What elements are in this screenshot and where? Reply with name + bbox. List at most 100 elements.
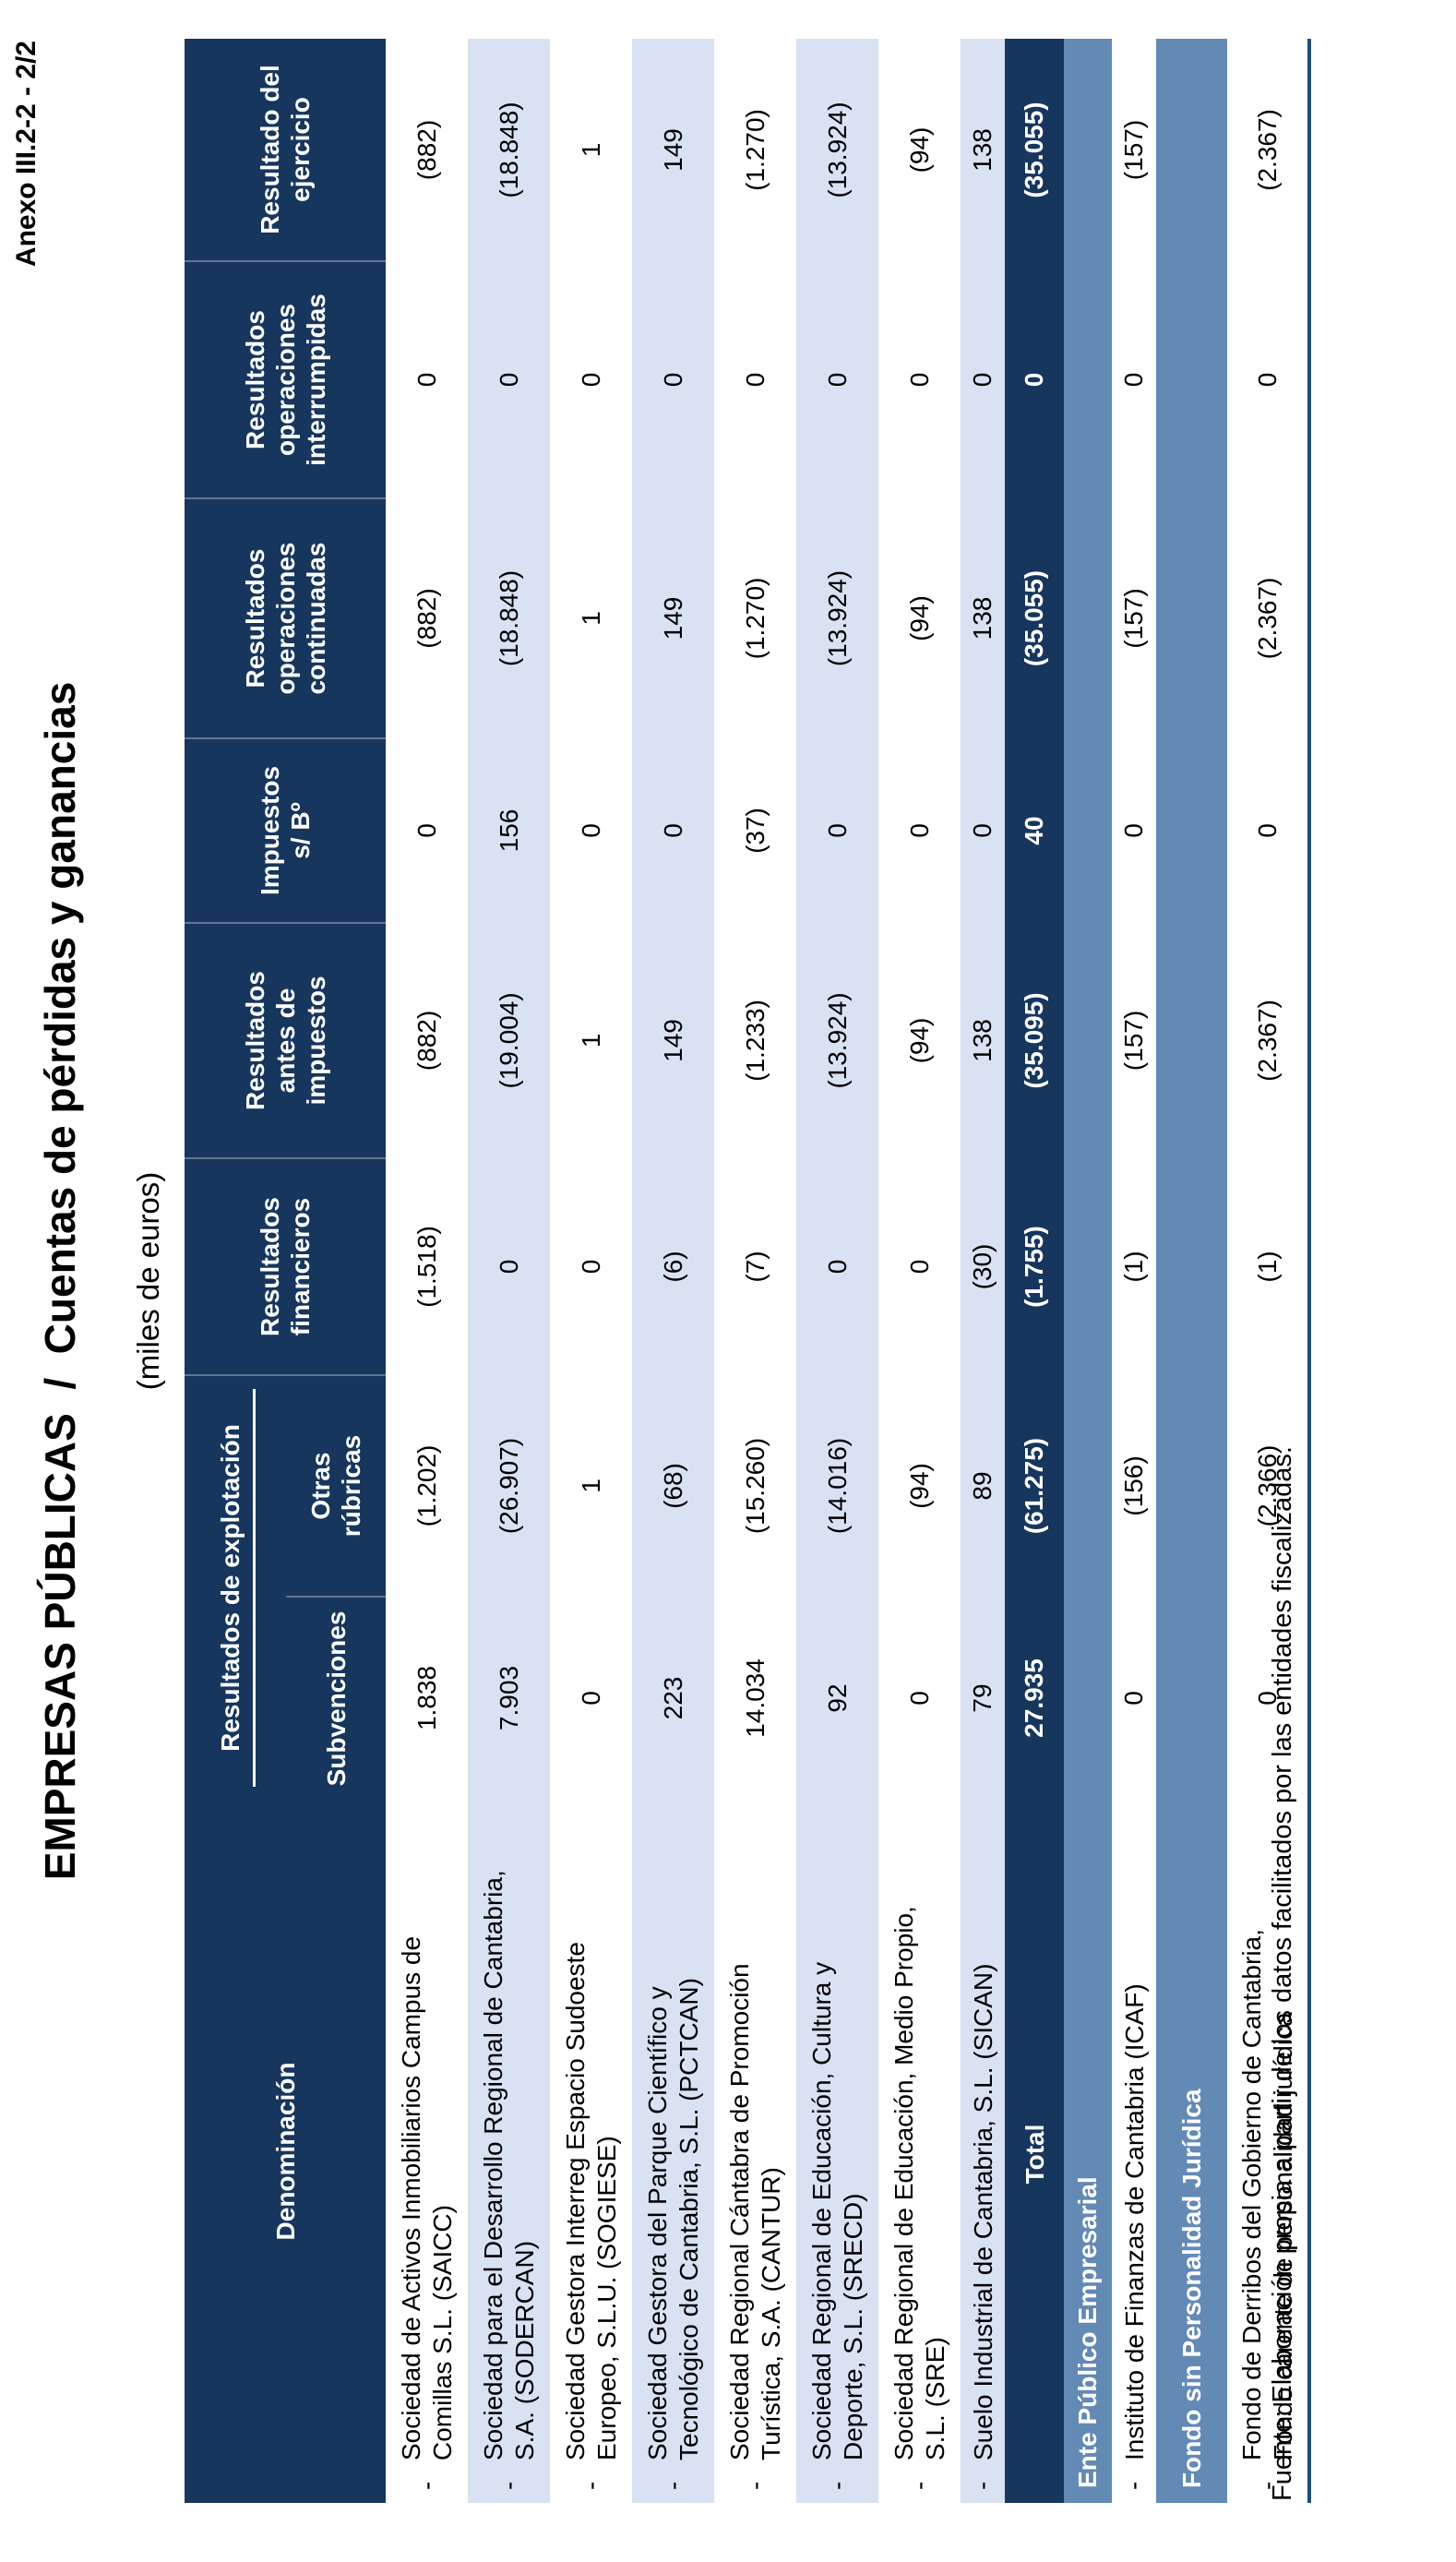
entity-name-cell: - Sociedad Regional de Educación, Medio P…: [878, 1800, 961, 2503]
value-cell: 1: [550, 1375, 632, 1597]
value-cell: 40: [1005, 738, 1064, 923]
value-cell: (35.095): [1005, 923, 1064, 1158]
list-dash: -: [412, 2481, 441, 2490]
list-dash: -: [968, 2481, 997, 2490]
value-cell: 0: [386, 738, 468, 923]
value-cell: 0: [878, 1597, 961, 1800]
entity-name-cell: - Instituto de Finanzas de Cantabria (ICA…: [1112, 1800, 1156, 2503]
value-cell: 0: [550, 1597, 632, 1800]
value-cell: 0: [878, 738, 961, 923]
value-cell: 0: [1112, 738, 1156, 923]
header-group-label: Resultados de explotación: [215, 1389, 256, 1787]
list-dash: -: [576, 2481, 605, 2490]
value-cell: (156): [1112, 1375, 1156, 1597]
entity-name-cell: Total: [1005, 1800, 1064, 2503]
value-cell: (26.907): [468, 1375, 550, 1597]
value-cell: (882): [386, 923, 468, 1158]
value-cell: 14.034: [714, 1597, 796, 1800]
table-body: - Sociedad de Activos Inmobiliarios Campu…: [386, 39, 1309, 2503]
total-row: Total 27.935 (61.275) (1.755) (35.095) 40 (35.…: [1005, 39, 1064, 2503]
value-cell: 0: [878, 261, 961, 498]
page-title: EMPRESAS PÚBLICAS / Cuentas de pérdidas …: [36, 681, 84, 1881]
entity-name-cell: - Sociedad Regional de Educación, Cultura…: [796, 1800, 878, 2503]
value-cell: 0: [1005, 261, 1064, 498]
value-cell: 0: [878, 1158, 961, 1375]
entity-name: Total: [1020, 2124, 1049, 2185]
value-cell: (1): [1112, 1158, 1156, 1375]
value-cell: 0: [550, 1158, 632, 1375]
value-cell: (94): [878, 923, 961, 1158]
company-row: - Suelo Industrial de Cantabria, S.L. (SI…: [961, 39, 1005, 2503]
entity-name-cell: - Sociedad Gestora del Parque Científico …: [632, 1800, 714, 2503]
entity-name: Suelo Industrial de Cantabria, S.L. (SIC…: [968, 1963, 997, 2460]
source-note: Fuente: Elaboración propia a partir de l…: [1268, 1446, 1297, 2501]
header-impuestos: Impuestos s/ Bº: [185, 738, 386, 923]
value-cell: 149: [632, 498, 714, 738]
value-cell: 92: [796, 1597, 878, 1800]
value-cell: (157): [1112, 39, 1156, 261]
company-row: - Sociedad Regional de Educación, Cultura…: [796, 39, 878, 2503]
value-cell: (1.755): [1005, 1158, 1064, 1375]
entity-name: Sociedad Gestora Interreg Espacio Sudoes…: [560, 1942, 621, 2460]
value-cell: 1: [550, 923, 632, 1158]
entity-name-cell: - Sociedad Gestora Interreg Espacio Sudoe…: [550, 1800, 632, 2503]
entity-name-cell: - Sociedad para el Desarrollo Regional de…: [468, 1800, 550, 2503]
list-dash: -: [1119, 2481, 1148, 2490]
header-resultados-financieros: Resultados financieros: [185, 1158, 386, 1375]
entity-name: Instituto de Finanzas de Cantabria (ICAF…: [1119, 1983, 1149, 2460]
company-row: - Sociedad para el Desarrollo Regional de…: [468, 39, 550, 2503]
section-row: Ente Público Empresarial: [1064, 39, 1112, 2503]
value-cell: 0: [386, 261, 468, 498]
header-resultado-ejercicio: Resultado del ejercicio: [185, 39, 386, 261]
company-row: - Sociedad Gestora Interreg Espacio Sudoe…: [550, 39, 632, 2503]
value-cell: (37): [714, 738, 796, 923]
list-dash: -: [822, 2481, 852, 2490]
company-row: - Sociedad de Activos Inmobiliarios Campu…: [386, 39, 468, 2503]
value-cell: 223: [632, 1597, 714, 1800]
value-cell: 1: [550, 39, 632, 261]
value-cell: 0: [632, 738, 714, 923]
value-cell: 0: [796, 1158, 878, 1375]
value-cell: 0: [550, 261, 632, 498]
value-cell: (157): [1112, 498, 1156, 738]
value-cell: 0: [468, 261, 550, 498]
value-cell: 149: [632, 923, 714, 1158]
value-cell: (13.924): [796, 39, 878, 261]
value-cell: 138: [961, 498, 1005, 738]
value-cell: (19.004): [468, 923, 550, 1158]
value-cell: 89: [961, 1375, 1005, 1597]
entity-name: Sociedad Regional de Educación, Cultura …: [806, 1961, 867, 2460]
header-group-explotacion: Resultados de explotación: [185, 1375, 286, 1800]
value-cell: (14.016): [796, 1375, 878, 1597]
company-row: - Instituto de Finanzas de Cantabria (ICA…: [1112, 39, 1156, 2503]
entity-name: Sociedad para el Desarrollo Regional de …: [478, 1870, 539, 2460]
value-cell: 138: [961, 39, 1005, 261]
value-cell: (94): [878, 39, 961, 261]
value-cell: (882): [386, 498, 468, 738]
value-cell: (68): [632, 1375, 714, 1597]
list-dash: -: [740, 2481, 770, 2490]
section-label: Ente Público Empresarial: [1064, 39, 1112, 2503]
value-cell: 0: [1112, 261, 1156, 498]
value-cell: (35.055): [1005, 498, 1064, 738]
value-cell: 27.935: [1005, 1597, 1064, 1800]
entity-name: Sociedad Regional de Educación, Medio Pr…: [889, 1906, 949, 2460]
header-otras-rubricas: Otras rúbricas: [286, 1375, 386, 1597]
table-header: Denominación Resultados de explotación R…: [185, 39, 386, 2503]
value-cell: 1: [550, 498, 632, 738]
value-cell: (7): [714, 1158, 796, 1375]
value-cell: (1.233): [714, 923, 796, 1158]
value-cell: 138: [961, 923, 1005, 1158]
value-cell: 0: [632, 261, 714, 498]
value-cell: 0: [1112, 1597, 1156, 1800]
value-cell: (1.270): [714, 498, 796, 738]
company-row: - Sociedad Regional Cántabra de Promoción…: [714, 39, 796, 2503]
header-denominacion: Denominación: [185, 1800, 386, 2503]
value-cell: (18.848): [468, 39, 550, 261]
value-cell: (35.055): [1005, 39, 1064, 261]
value-cell: 149: [632, 39, 714, 261]
value-cell: (18.848): [468, 498, 550, 738]
value-cell: (882): [386, 39, 468, 261]
company-row: - Sociedad Gestora del Parque Científico …: [632, 39, 714, 2503]
